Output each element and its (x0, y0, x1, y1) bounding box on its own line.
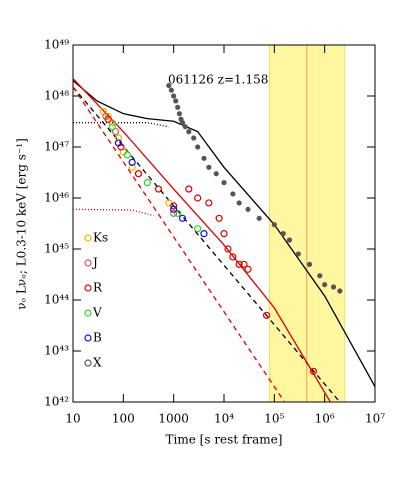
data-point (108, 123, 116, 131)
data-point (104, 112, 112, 120)
data-point (221, 180, 227, 186)
data-point (280, 231, 286, 237)
legend-marker (84, 309, 92, 317)
model-line (73, 86, 341, 402)
data-point (185, 185, 193, 193)
y-tick-label: 10⁴⁷ (44, 140, 69, 154)
data-point (236, 200, 242, 206)
x-tick-label: 1000 (158, 412, 189, 426)
legend-label: B (93, 331, 102, 345)
data-point (134, 170, 143, 178)
data-point (170, 209, 178, 217)
y-tick-label: 10⁴⁶ (44, 191, 69, 205)
x-tick-label: 10⁵ (264, 412, 284, 426)
data-point (166, 82, 172, 89)
data-point (262, 311, 271, 319)
data-point (194, 225, 202, 233)
data-point (271, 222, 277, 228)
legend-label: J (91, 256, 98, 270)
data-point (230, 191, 236, 197)
data-point (220, 230, 228, 238)
data-point (170, 205, 178, 213)
legend-marker (84, 259, 92, 267)
legend-label: V (92, 306, 102, 320)
data-point (191, 135, 197, 141)
data-point (244, 265, 252, 273)
data-point (195, 144, 201, 150)
data-point (337, 288, 343, 294)
annotation: 061126 z=1.1588 (168, 73, 276, 87)
data-point (194, 194, 202, 202)
data-point (128, 163, 136, 171)
data-point (176, 111, 183, 117)
model-line (73, 208, 154, 217)
data-point (317, 273, 323, 279)
data-point (306, 261, 313, 267)
model-line (73, 122, 169, 128)
data-point (201, 155, 207, 161)
data-point (200, 230, 208, 238)
data-point (143, 179, 151, 187)
data-point (111, 128, 120, 136)
data-point (240, 260, 248, 268)
legend-label: R (93, 281, 103, 295)
y-tick-label: 10⁴⁸ (44, 89, 69, 103)
data-point (213, 171, 219, 177)
y-tick-label: 10⁴⁵ (44, 242, 69, 256)
x-tick-label: 10 (65, 412, 80, 426)
x-axis-label: Time [s rest frame] (166, 433, 283, 447)
legend-marker (84, 334, 92, 342)
data-point (171, 93, 177, 99)
data-point (245, 206, 251, 212)
data-point (286, 237, 293, 243)
data-point (154, 185, 163, 193)
data-point (175, 104, 181, 110)
data-point (114, 139, 123, 147)
y-tick-label: 10⁴² (44, 395, 69, 409)
data-point (295, 251, 301, 257)
data-point (170, 202, 178, 210)
y-tick-label: 10⁴⁹ (44, 38, 69, 52)
model-line (73, 86, 286, 402)
data-point (256, 215, 262, 221)
data-point (174, 209, 182, 217)
data-point (178, 214, 187, 222)
data-point (322, 282, 328, 288)
x-tick-label: 10⁷ (365, 412, 385, 426)
y-axis-label: νₒ Lνₒ; L0.3-10 keV [erg s⁻¹] (15, 138, 29, 310)
data-point (224, 245, 232, 253)
data-point (173, 98, 179, 104)
data-point (186, 129, 192, 135)
data-point (235, 260, 243, 268)
data-point (215, 214, 223, 222)
x-tick-label: 10⁴ (214, 412, 234, 426)
data-point (128, 158, 136, 166)
data-point (309, 367, 318, 375)
data-point (123, 151, 131, 159)
legend-label: X (93, 356, 102, 370)
legend-marker (84, 284, 92, 292)
x-tick-label: 10⁶ (315, 412, 335, 426)
data-point (168, 87, 174, 93)
data-point (206, 164, 212, 170)
data-point (182, 124, 188, 130)
legend-label: Ks (93, 231, 108, 245)
legend-marker (84, 234, 92, 242)
legend-marker (84, 359, 92, 367)
data-point (114, 134, 123, 142)
data-point (205, 199, 213, 207)
data-point (179, 120, 186, 126)
y-tick-label: 10⁴³ (44, 344, 69, 358)
y-tick-label: 10⁴⁴ (44, 293, 69, 307)
data-point (330, 284, 337, 290)
data-point (229, 253, 237, 261)
x-tick-label: 100 (112, 412, 135, 426)
data-point (104, 115, 112, 123)
